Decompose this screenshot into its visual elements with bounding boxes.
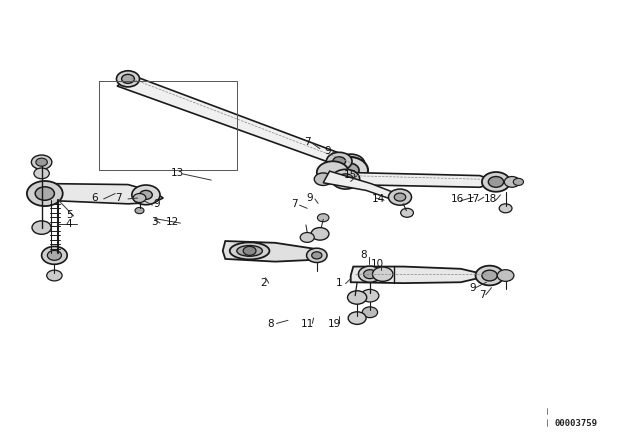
Text: 4: 4	[66, 219, 72, 229]
Circle shape	[482, 172, 510, 192]
Circle shape	[317, 214, 329, 222]
Circle shape	[133, 194, 146, 202]
Text: 9: 9	[154, 199, 160, 209]
Circle shape	[488, 177, 504, 187]
Circle shape	[338, 174, 353, 185]
Circle shape	[476, 266, 504, 285]
Text: 9: 9	[324, 146, 331, 155]
Polygon shape	[323, 171, 400, 201]
Circle shape	[31, 155, 52, 169]
Text: 13: 13	[172, 168, 184, 178]
Circle shape	[243, 246, 256, 255]
Circle shape	[394, 193, 406, 201]
Circle shape	[330, 157, 368, 184]
Circle shape	[401, 208, 413, 217]
Circle shape	[35, 187, 54, 200]
Text: 8: 8	[267, 319, 273, 329]
Polygon shape	[351, 267, 490, 283]
Polygon shape	[223, 241, 323, 262]
Text: 7: 7	[291, 199, 298, 209]
Circle shape	[27, 181, 63, 206]
Text: 17: 17	[467, 194, 480, 204]
Circle shape	[343, 159, 358, 169]
Circle shape	[116, 71, 140, 87]
Circle shape	[372, 267, 393, 281]
Text: 16: 16	[451, 194, 463, 204]
Circle shape	[140, 190, 152, 199]
Circle shape	[317, 161, 349, 184]
Text: 9: 9	[469, 283, 476, 293]
Text: 11: 11	[301, 319, 314, 329]
Circle shape	[482, 270, 497, 281]
Circle shape	[348, 291, 367, 304]
Ellipse shape	[230, 242, 269, 259]
Ellipse shape	[237, 246, 262, 256]
Circle shape	[361, 289, 379, 302]
Text: 2: 2	[260, 278, 267, 288]
Text: 9: 9	[307, 193, 313, 203]
Circle shape	[339, 163, 359, 177]
Circle shape	[311, 228, 329, 240]
Circle shape	[135, 207, 144, 214]
Circle shape	[504, 177, 520, 187]
Text: 18: 18	[484, 194, 497, 204]
Text: 5: 5	[66, 210, 72, 220]
Circle shape	[312, 252, 322, 259]
Circle shape	[499, 204, 512, 213]
Text: 7: 7	[304, 137, 310, 146]
Polygon shape	[346, 172, 496, 187]
Circle shape	[388, 189, 412, 205]
Circle shape	[314, 173, 332, 185]
Circle shape	[47, 250, 61, 260]
Polygon shape	[45, 184, 163, 204]
Circle shape	[300, 233, 314, 242]
Polygon shape	[117, 76, 358, 168]
Circle shape	[337, 154, 365, 174]
Circle shape	[326, 152, 352, 170]
Text: 6: 6	[92, 193, 98, 203]
Circle shape	[32, 221, 51, 234]
Text: 10: 10	[371, 259, 384, 269]
Circle shape	[332, 169, 360, 189]
Text: 1: 1	[336, 278, 342, 288]
Circle shape	[358, 266, 381, 282]
Text: 7: 7	[115, 193, 122, 203]
Text: 3: 3	[152, 217, 158, 227]
Text: 00003759: 00003759	[554, 419, 598, 428]
Text: 12: 12	[166, 217, 179, 227]
Text: 14: 14	[372, 194, 385, 204]
Circle shape	[36, 158, 47, 166]
Circle shape	[513, 178, 524, 185]
Circle shape	[497, 270, 514, 281]
Circle shape	[122, 74, 134, 83]
Circle shape	[132, 185, 160, 205]
Circle shape	[364, 270, 376, 279]
Circle shape	[34, 168, 49, 179]
Text: 19: 19	[328, 319, 340, 329]
Circle shape	[362, 307, 378, 318]
Circle shape	[307, 248, 327, 263]
Text: 8: 8	[360, 250, 367, 260]
Circle shape	[348, 312, 366, 324]
Circle shape	[42, 246, 67, 264]
Text: 15: 15	[344, 170, 357, 180]
Text: 7: 7	[479, 290, 486, 300]
Circle shape	[47, 270, 62, 281]
Circle shape	[333, 157, 346, 166]
